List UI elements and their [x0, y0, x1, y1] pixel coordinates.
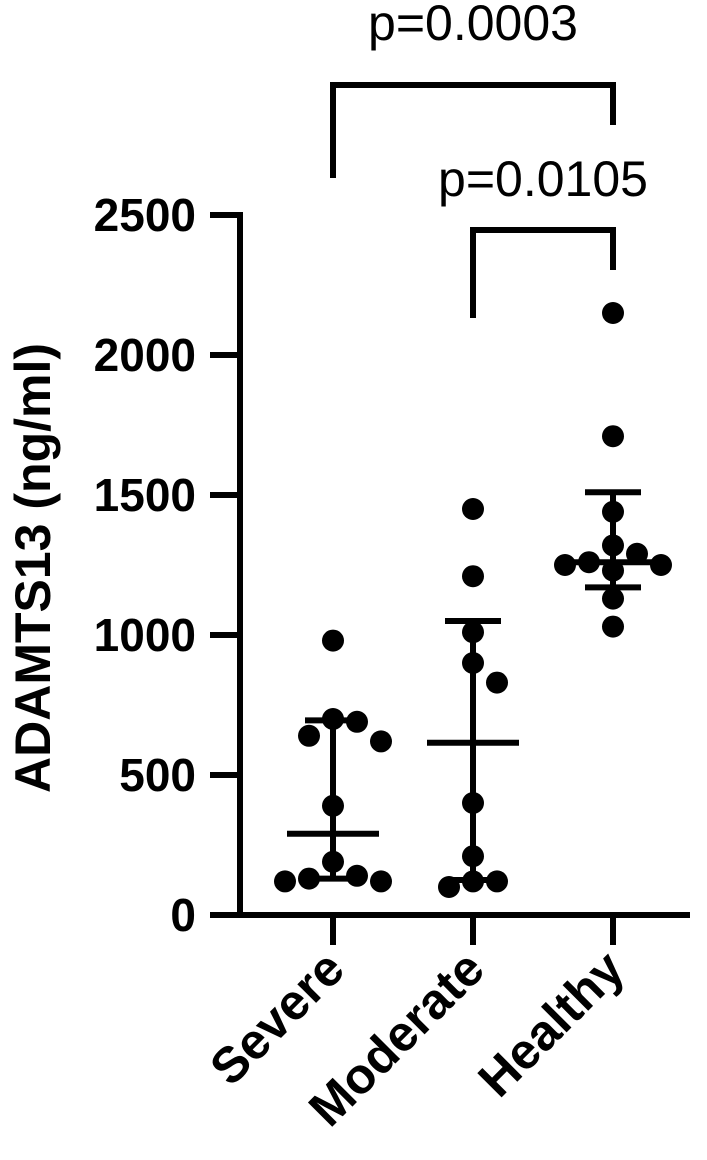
data-point — [322, 708, 344, 730]
data-point — [602, 615, 624, 638]
y-tick-label: 1000 — [94, 609, 196, 661]
data-point — [322, 794, 344, 817]
significance-brackets: p=0.0003 p=0.0105 — [330, 0, 648, 318]
data-point — [322, 629, 344, 652]
data-point — [602, 559, 624, 582]
data-point — [602, 587, 624, 610]
p-value-label: p=0.0105 — [438, 151, 648, 207]
data-point — [322, 850, 344, 873]
y-tick-label: 0 — [170, 889, 196, 941]
data-point — [626, 542, 648, 565]
data-point — [346, 710, 368, 733]
y-tick-label: 2000 — [94, 329, 196, 381]
y-tick-label: 1500 — [94, 469, 196, 521]
data-point — [462, 621, 484, 644]
data-point — [650, 554, 672, 576]
data-point — [370, 730, 392, 753]
data-point — [462, 845, 484, 868]
x-category-label: Healthy — [467, 940, 634, 1107]
data-point — [298, 724, 320, 747]
data-point — [462, 870, 484, 893]
data-point — [462, 565, 484, 588]
data-point — [346, 864, 368, 887]
data-point — [486, 870, 508, 893]
data-point — [602, 534, 624, 557]
significance-bracket — [470, 227, 616, 318]
data-point — [462, 652, 484, 674]
y-ticks: 0 500 1000 1500 2000 2500 — [94, 189, 240, 941]
data-point — [462, 792, 484, 814]
data-point — [438, 876, 460, 898]
data-point — [370, 870, 392, 893]
y-axis-title: ADAMTS13 (ng/ml) — [5, 343, 61, 793]
data-point — [602, 302, 624, 324]
data-point — [578, 551, 600, 574]
data-points — [274, 302, 672, 898]
data-point — [462, 498, 484, 520]
y-tick-label: 2500 — [94, 189, 196, 241]
data-point — [602, 425, 624, 448]
data-point — [274, 870, 296, 893]
p-value-label: p=0.0003 — [368, 0, 578, 51]
significance-bracket — [330, 82, 616, 178]
data-point — [486, 671, 508, 694]
data-point — [298, 867, 320, 890]
data-point — [602, 500, 624, 523]
y-tick-label: 500 — [119, 749, 196, 801]
data-point — [554, 554, 576, 576]
